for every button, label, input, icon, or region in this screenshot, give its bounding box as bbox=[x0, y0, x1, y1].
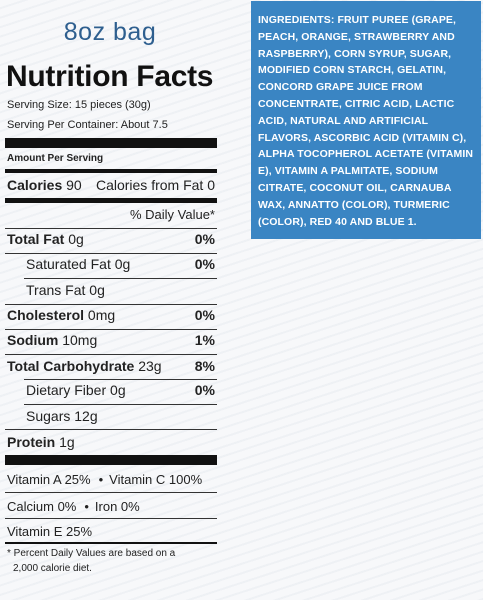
package-size-label: 8oz bag bbox=[63, 18, 157, 46]
nutrient-label: Cholesterol bbox=[7, 307, 85, 323]
nutrient-daily-value: 0% bbox=[194, 307, 215, 323]
vitamin-row-calcium-iron: Calcium 0% • Iron 0% bbox=[7, 499, 215, 514]
nutrient-amount: 12g bbox=[74, 408, 98, 424]
nutrition-facts-panel: Nutrition Facts Serving Size: 15 pieces … bbox=[0, 58, 222, 598]
nutrient-daily-value: 1% bbox=[194, 332, 215, 348]
nutrient-amount: 0g bbox=[68, 231, 84, 247]
nutrient-label: Protein bbox=[7, 434, 56, 450]
vitamin-row-e: Vitamin E 25% bbox=[7, 524, 215, 539]
row-divider bbox=[5, 429, 217, 430]
nutrient-amount: 1g bbox=[59, 434, 75, 450]
nutrient-row-dietary-fiber: Dietary Fiber 0g 0% bbox=[26, 382, 215, 398]
nutrient-label: Saturated Fat bbox=[26, 256, 111, 272]
nutrient-row-sugars: Sugars 12g bbox=[26, 408, 215, 424]
nutrient-label: Sugars bbox=[26, 408, 71, 424]
calcium: Calcium 0% bbox=[7, 499, 77, 514]
vitamin-e: Vitamin E 25% bbox=[7, 524, 93, 539]
nutrient-label: Total Fat bbox=[7, 231, 65, 247]
amount-per-serving: Amount Per Serving bbox=[7, 153, 215, 164]
footnote-line-2: 2,000 calorie diet. bbox=[13, 563, 92, 574]
nutrition-facts-title: Nutrition Facts bbox=[6, 60, 214, 93]
ingredients-box: INGREDIENTS: FRUIT PUREE (GRAPE, PEACH, … bbox=[251, 1, 481, 239]
nutrient-amount: 10mg bbox=[62, 332, 98, 348]
nutrient-amount: 23g bbox=[138, 358, 162, 374]
iron: Iron 0% bbox=[94, 499, 140, 514]
bullet-separator: • bbox=[84, 499, 89, 514]
nutrient-label: Dietary Fiber bbox=[26, 382, 107, 398]
calories-row: Calories 90 Calories from Fat 0 bbox=[7, 177, 215, 193]
nutrient-label: Sodium bbox=[7, 332, 59, 348]
nutrient-daily-value: 8% bbox=[194, 358, 215, 374]
row-divider bbox=[5, 253, 217, 254]
nutrient-amount: 0g bbox=[110, 382, 126, 398]
nutrient-daily-value: 0% bbox=[194, 382, 215, 398]
nutrient-row-total-fat: Total Fat 0g 0% bbox=[7, 231, 215, 247]
row-divider bbox=[5, 329, 217, 330]
nutrient-amount: 0g bbox=[114, 256, 131, 272]
row-divider bbox=[24, 278, 217, 279]
thick-divider bbox=[5, 455, 217, 465]
vitamin-row-a-c: Vitamin A 25% • Vitamin C 100% bbox=[7, 472, 215, 487]
row-divider bbox=[5, 228, 217, 229]
footnote: * Percent Daily Values are based on a 2,… bbox=[7, 546, 175, 576]
nutrient-amount: 0g bbox=[89, 282, 105, 298]
vitamin-a: Vitamin A 25% bbox=[7, 472, 91, 487]
nutrient-row-cholesterol: Cholesterol 0mg 0% bbox=[7, 307, 215, 323]
nutrient-row-saturated-fat: Saturated Fat 0g 0% bbox=[26, 256, 215, 272]
row-divider bbox=[5, 518, 217, 519]
row-divider bbox=[5, 354, 217, 355]
calories-value: 90 bbox=[66, 177, 82, 193]
calories-label: Calories bbox=[7, 177, 63, 193]
thick-divider bbox=[5, 138, 217, 148]
calories-from-fat-label: Calories from Fat bbox=[95, 177, 204, 193]
nutrient-row-protein: Protein 1g bbox=[7, 434, 215, 450]
daily-value-header: % Daily Value* bbox=[129, 207, 215, 222]
nutrient-label: Total Carbohydrate bbox=[7, 358, 135, 374]
footnote-divider bbox=[5, 542, 217, 544]
calories-from-fat-value: 0 bbox=[207, 177, 215, 193]
nutrient-daily-value: 0% bbox=[194, 231, 215, 247]
medium-divider bbox=[5, 169, 217, 173]
daily-value-header-row: % Daily Value* bbox=[7, 207, 215, 222]
vitamin-c: Vitamin C 100% bbox=[109, 472, 203, 487]
bullet-separator: • bbox=[98, 472, 104, 487]
nutrient-row-total-carbohydrate: Total Carbohydrate 23g 8% bbox=[7, 358, 215, 374]
nutrient-amount: 0mg bbox=[87, 307, 116, 323]
footnote-line-1: * Percent Daily Values are based on a bbox=[7, 548, 176, 559]
servings-per-container: Serving Per Container: About 7.5 bbox=[7, 119, 168, 131]
amount-per-serving-label: Amount Per Serving bbox=[7, 153, 104, 164]
nutrient-daily-value: 0% bbox=[194, 256, 215, 272]
row-divider bbox=[24, 404, 217, 405]
row-divider bbox=[24, 379, 217, 380]
row-divider bbox=[5, 304, 217, 305]
serving-size: Serving Size: 15 pieces (30g) bbox=[7, 99, 151, 111]
row-divider bbox=[5, 492, 217, 493]
medium-divider bbox=[5, 198, 217, 203]
nutrient-row-trans-fat: Trans Fat 0g bbox=[26, 282, 215, 298]
nutrient-label: Trans Fat bbox=[26, 282, 86, 298]
nutrient-row-sodium: Sodium 10mg 1% bbox=[7, 332, 215, 348]
